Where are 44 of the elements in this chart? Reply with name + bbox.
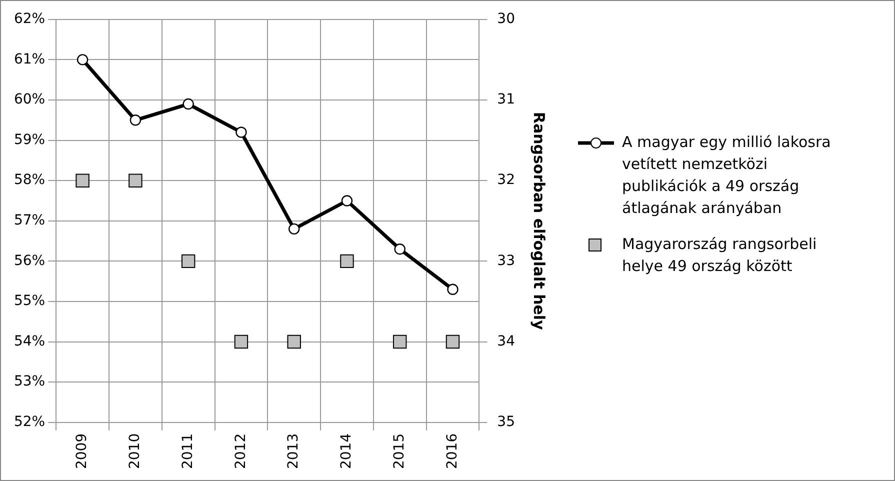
point <box>234 334 248 349</box>
y-tick-label: 56% <box>14 252 46 269</box>
point <box>182 98 194 110</box>
y-tick-label: 59% <box>14 132 46 148</box>
point <box>128 174 142 188</box>
point <box>288 223 300 235</box>
x-tick-label: 2016 <box>444 433 460 470</box>
point <box>446 334 460 349</box>
y2-tick-label: 34 <box>497 333 516 350</box>
point <box>181 254 196 268</box>
y2-tick-label: 31 <box>497 92 516 108</box>
point <box>394 243 406 255</box>
point <box>76 54 88 66</box>
point <box>236 126 247 138</box>
y2-tick-label: 35 <box>497 414 516 430</box>
y2-tick-label: 33 <box>497 252 516 269</box>
y-tick-label: 58% <box>14 172 46 188</box>
y-tick-label: 62% <box>14 11 46 28</box>
x-tick-label: 2010 <box>127 433 144 470</box>
point <box>76 174 90 188</box>
point <box>341 195 353 206</box>
x-tick-label: 2009 <box>74 433 90 470</box>
point <box>392 334 407 349</box>
y-tick-label: 54% <box>14 333 46 350</box>
legend-label: A magyar egy millió lakosra vetített nemzetközi publikációk a 49 ország átlagának arányában <box>622 132 832 219</box>
legend-label: Magyarország rangsorbeli helye 49 ország között <box>622 234 818 277</box>
y2-axis-title: Rangsorban elfoglalt hely <box>530 112 548 330</box>
y-tick-label: 53% <box>14 374 46 390</box>
x-tick-label: 2012 <box>232 433 249 470</box>
y2-tick-label: 30 <box>497 11 516 28</box>
x-tick-label: 2014 <box>338 433 355 470</box>
x-tick-label: 2011 <box>180 433 196 470</box>
y-tick-label: 61% <box>14 51 46 68</box>
y-tick-label: 55% <box>14 293 46 310</box>
y-tick-label: 57% <box>14 212 46 229</box>
point <box>287 334 301 349</box>
point <box>447 284 458 295</box>
y2-tick-label: 32 <box>497 172 516 188</box>
point <box>340 254 354 268</box>
x-tick-label: 2013 <box>286 433 302 470</box>
y-tick-label: 60% <box>14 92 46 108</box>
point <box>130 114 142 126</box>
x-tick-label: 2015 <box>392 433 408 470</box>
y-tick-label: 52% <box>14 414 46 430</box>
